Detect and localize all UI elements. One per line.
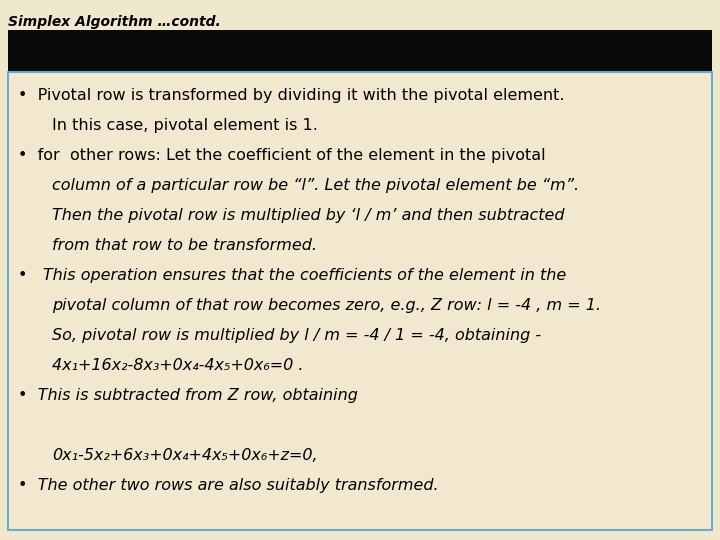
Text: •  for  other rows: Let the coefficient of the element in the pivotal: • for other rows: Let the coefficient of… [18, 148, 546, 163]
Text: Then the pivotal row is multiplied by ‘l / m’ and then subtracted: Then the pivotal row is multiplied by ‘l… [52, 208, 564, 223]
Text: •  Pivotal row is transformed by dividing it with the pivotal element.: • Pivotal row is transformed by dividing… [18, 88, 564, 103]
Text: 4x₁+16x₂-8x₃+0x₄-4x₅+0x₆=0 .: 4x₁+16x₂-8x₃+0x₄-4x₅+0x₆=0 . [52, 358, 304, 373]
Text: •  This is subtracted from Z row, obtaining: • This is subtracted from Z row, obtaini… [18, 388, 358, 403]
FancyBboxPatch shape [8, 30, 712, 72]
Text: In this case, pivotal element is 1.: In this case, pivotal element is 1. [52, 118, 318, 133]
Text: from that row to be transformed.: from that row to be transformed. [52, 238, 317, 253]
Text: •   This operation ensures that the coefficients of the element in the: • This operation ensures that the coeffi… [18, 268, 566, 283]
FancyBboxPatch shape [8, 72, 712, 530]
Text: 0x₁-5x₂+6x₃+0x₄+4x₅+0x₆+z=0,: 0x₁-5x₂+6x₃+0x₄+4x₅+0x₆+z=0, [52, 448, 318, 463]
Text: Simplex Algorithm …contd.: Simplex Algorithm …contd. [8, 15, 221, 29]
Text: pivotal column of that row becomes zero, e.g., Z row: l = -4 , m = 1.: pivotal column of that row becomes zero,… [52, 298, 601, 313]
Text: •  The other two rows are also suitably transformed.: • The other two rows are also suitably t… [18, 478, 438, 493]
Text: So, pivotal row is multiplied by l / m = -4 / 1 = -4, obtaining -: So, pivotal row is multiplied by l / m =… [52, 328, 541, 343]
Text: column of a particular row be “l”. Let the pivotal element be “m”.: column of a particular row be “l”. Let t… [52, 178, 579, 193]
